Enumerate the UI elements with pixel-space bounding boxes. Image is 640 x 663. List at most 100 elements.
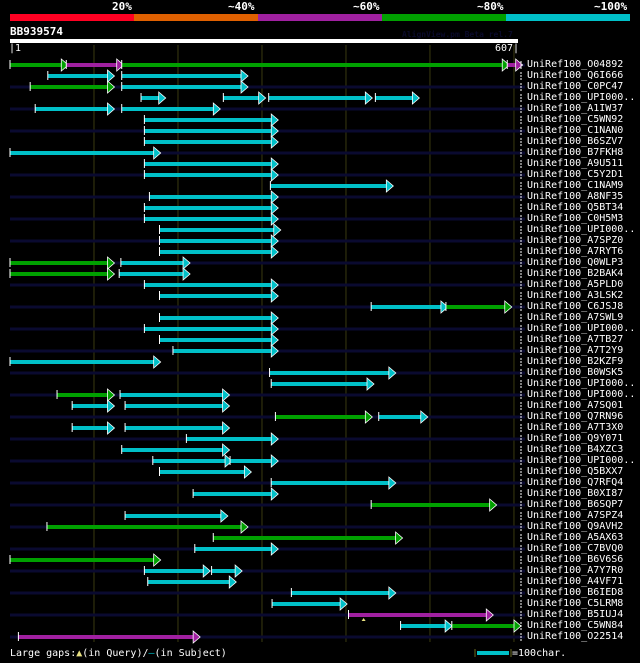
hit-label[interactable]: UniRef100_Q5BT34 — [527, 202, 624, 213]
hit-label[interactable]: UniRef100_C5WN92 — [527, 114, 624, 125]
hit-label[interactable]: UniRef100_A7T2Y9 — [527, 345, 624, 356]
hit-label[interactable]: UniRef100_B0XI87 — [527, 488, 624, 499]
segment-end-arrow — [107, 388, 116, 402]
hit-label[interactable]: UniRef100_A7SPZ0 — [527, 235, 624, 246]
hit-label[interactable]: UniRef100_A7T3X0 — [527, 422, 624, 433]
hit-segment — [149, 195, 273, 199]
segment-end-arrow — [388, 476, 397, 490]
hit-label[interactable]: UniRef100_B5IUJ4 — [527, 609, 624, 620]
hit-label[interactable]: UniRef100_A7Y7R0 — [527, 565, 624, 576]
segment-end-arrow — [273, 223, 282, 237]
hit-label[interactable]: UniRef100_O22514 — [527, 631, 624, 642]
hit-label[interactable]: UniRef100_B6SZV7 — [527, 136, 624, 147]
hit-label[interactable]: UniRef100_C0H5M3 — [527, 213, 624, 224]
scale-bar-red — [10, 14, 134, 21]
hit-label[interactable]: UniRef100_C5Y2D1 — [527, 169, 624, 180]
hit-label[interactable]: UniRef100_B6SQP7 — [527, 499, 624, 510]
hit-label[interactable]: UniRef100_UPI000.. — [527, 389, 636, 400]
segment-end-arrow — [270, 113, 279, 127]
segment-end-arrow — [270, 201, 279, 215]
hit-label[interactable]: UniRef100_A5PLD0 — [527, 279, 624, 290]
hit-label[interactable]: UniRef100_UPI000.. — [527, 323, 636, 334]
hit-label[interactable]: UniRef100_UPI000.. — [527, 378, 636, 389]
hit-segment — [451, 624, 515, 628]
hit-label[interactable]: UniRef100_Q9Y071 — [527, 433, 624, 444]
hit-label[interactable]: UniRef100_A9U511 — [527, 158, 624, 169]
segment-end-arrow — [440, 300, 449, 314]
hit-segment — [159, 316, 273, 320]
query-name: BB939574 — [10, 25, 63, 38]
hit-label[interactable]: UniRef100_C5WN84 — [527, 620, 624, 631]
hit-label[interactable]: UniRef100_Q5BXX7 — [527, 466, 624, 477]
hit-segment — [10, 360, 155, 364]
hit-label[interactable]: UniRef100_Q6I666 — [527, 70, 624, 81]
hit-label[interactable]: UniRef100_UPI000.. — [527, 92, 636, 103]
hit-label[interactable]: UniRef100_B6V6S6 — [527, 554, 624, 565]
segment-end-arrow — [270, 344, 279, 358]
hit-segment — [159, 250, 273, 254]
hit-segment — [270, 184, 388, 188]
hit-label[interactable]: UniRef100_C1NAM9 — [527, 180, 624, 191]
hit-segment — [400, 624, 447, 628]
segment-end-arrow — [270, 245, 279, 259]
hit-label[interactable]: UniRef100_A7SWL9 — [527, 312, 624, 323]
segment-end-arrow — [270, 289, 279, 303]
hit-label[interactable]: UniRef100_A7RYT6 — [527, 246, 624, 257]
hit-label[interactable]: UniRef100_B4XZC3 — [527, 444, 624, 455]
hit-segment — [272, 602, 342, 606]
hit-segment — [57, 393, 109, 397]
segment-end-arrow — [270, 311, 279, 325]
hit-label[interactable]: UniRef100_Q7RN96 — [527, 411, 624, 422]
segment-end-arrow — [270, 168, 279, 182]
scale-label-80: ~80% — [477, 0, 504, 13]
hit-segment — [72, 426, 109, 430]
segment-end-arrow — [364, 91, 373, 105]
hit-label[interactable]: UniRef100_A1IW37 — [527, 103, 624, 114]
hit-segment — [269, 371, 390, 375]
gap-legend-query: (in Query)/ — [82, 648, 149, 659]
hit-label[interactable]: UniRef100_A3LSK2 — [527, 290, 624, 301]
hit-label[interactable]: UniRef100_A4VF71 — [527, 576, 624, 587]
segment-end-arrow — [107, 69, 116, 83]
hit-segment — [10, 558, 155, 562]
scale-bar-purple — [258, 14, 382, 21]
hit-segment — [125, 514, 222, 518]
hit-label[interactable]: UniRef100_B2BAK4 — [527, 268, 624, 279]
segment-end-arrow — [270, 432, 279, 446]
segment-end-arrow — [182, 256, 191, 270]
hit-label[interactable]: UniRef100_UPI000.. — [527, 455, 636, 466]
segment-end-arrow — [212, 102, 221, 116]
scale-legend: =100char. — [474, 648, 566, 659]
hit-label[interactable]: UniRef100_A7SQ01 — [527, 400, 624, 411]
hit-segment — [144, 283, 273, 287]
hit-label[interactable]: UniRef100_C0PC47 — [527, 81, 624, 92]
hit-label[interactable]: UniRef100_B7FKH8 — [527, 147, 624, 158]
hit-label[interactable]: UniRef100_B2KZF9 — [527, 356, 624, 367]
hit-label[interactable]: UniRef100_Q9AVH2 — [527, 521, 624, 532]
hit-label[interactable]: UniRef100_A8NF35 — [527, 191, 624, 202]
segment-end-arrow — [270, 322, 279, 336]
hit-segment — [141, 96, 160, 100]
hit-label[interactable]: UniRef100_A7SPZ4 — [527, 510, 624, 521]
hit-label[interactable]: UniRef100_B0WSK5 — [527, 367, 624, 378]
hit-label[interactable]: UniRef100_O04892 — [527, 59, 624, 70]
hit-label[interactable]: UniRef100_C7BVQ0 — [527, 543, 624, 554]
hit-label[interactable]: UniRef100_C6JSJ8 — [527, 301, 624, 312]
hit-segment — [144, 569, 205, 573]
hit-label[interactable]: UniRef100_C5LRM8 — [527, 598, 624, 609]
hit-segment — [72, 404, 109, 408]
hit-segment — [121, 63, 504, 67]
segment-end-arrow — [107, 399, 116, 413]
segment-end-arrow — [270, 333, 279, 347]
hit-label[interactable]: UniRef100_C1NAN0 — [527, 125, 624, 136]
segment-end-arrow — [485, 608, 494, 622]
hit-label[interactable]: UniRef100_Q7RFQ4 — [527, 477, 624, 488]
hit-label[interactable]: UniRef100_A5AX63 — [527, 532, 624, 543]
hit-segment — [121, 448, 224, 452]
hit-label[interactable]: UniRef100_B6IED8 — [527, 587, 624, 598]
hit-label[interactable]: UniRef100_Q0WLP3 — [527, 257, 624, 268]
hit-segment — [159, 338, 273, 342]
hit-label[interactable]: UniRef100_UPI000.. — [527, 224, 636, 235]
segment-end-arrow — [270, 454, 279, 468]
hit-label[interactable]: UniRef100_A7TB27 — [527, 334, 624, 345]
